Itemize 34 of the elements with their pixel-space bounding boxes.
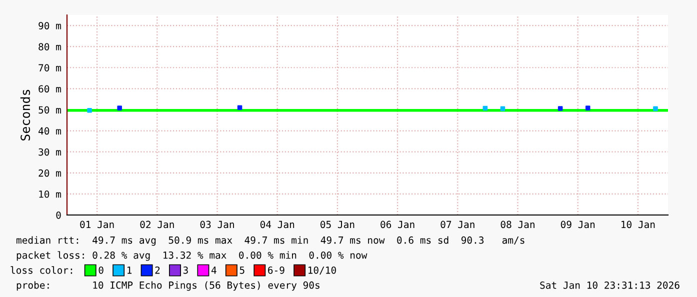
legend-title: loss color: — [10, 266, 72, 274]
y-tick-label: 60 m — [38, 85, 61, 93]
y-axis-title: Seconds — [20, 90, 30, 140]
y-tick-label: 70 m — [38, 64, 61, 72]
x-tick-label: 01 Jan — [80, 220, 114, 228]
text: median rtt: 49.7 ms avg 50.9 ms max 49.7 ms min 49.7 ms now 0.6 ms sd 90.3 am/s — [16, 236, 524, 246]
legend-label: 2 — [155, 266, 160, 274]
legend-label: 4 — [211, 266, 216, 274]
x-tick-label: 10 Jan — [622, 220, 655, 228]
y-tick-label: 10 m — [39, 190, 61, 198]
x-tick-label: 06 Jan — [380, 220, 414, 228]
y-tick-label: 0 — [56, 212, 61, 219]
y-tick-label: 30 m — [38, 148, 61, 156]
legend-label: 0 — [98, 266, 104, 274]
y-tick-label: 40 m — [38, 127, 61, 135]
x-tick-label: 05 Jan — [320, 220, 354, 228]
x-tick-label: 03 Jan — [200, 220, 234, 228]
text: probe: 10 ICMP Echo Pings (56 Bytes) every 90s — [16, 281, 320, 291]
x-tick-label: 09 Jan — [560, 220, 595, 228]
legend-label: 6-9 — [268, 266, 284, 274]
text: Sat Jan 10 23:31:13 2026 — [540, 281, 680, 289]
legend-label: 3 — [183, 266, 188, 274]
y-tick-label: 20 m — [38, 169, 61, 177]
text: packet loss: 0.28 % avg 13.32 % max 0.00 % min 0.00 % now — [16, 251, 368, 261]
y-tick-label: 80 m — [38, 43, 61, 50]
legend-label: 10/10 — [308, 266, 336, 275]
x-tick-label: 07 Jan — [440, 220, 474, 228]
legend-label: 1 — [128, 266, 132, 274]
x-tick-label: 02 Jan — [140, 220, 174, 228]
x-tick-label: 08 Jan — [500, 220, 534, 228]
y-tick-label: 90 m — [38, 22, 61, 30]
x-tick-label: 04 Jan — [260, 220, 294, 228]
y-tick-label: 50 m — [38, 106, 61, 114]
legend-label: 5 — [240, 266, 244, 274]
